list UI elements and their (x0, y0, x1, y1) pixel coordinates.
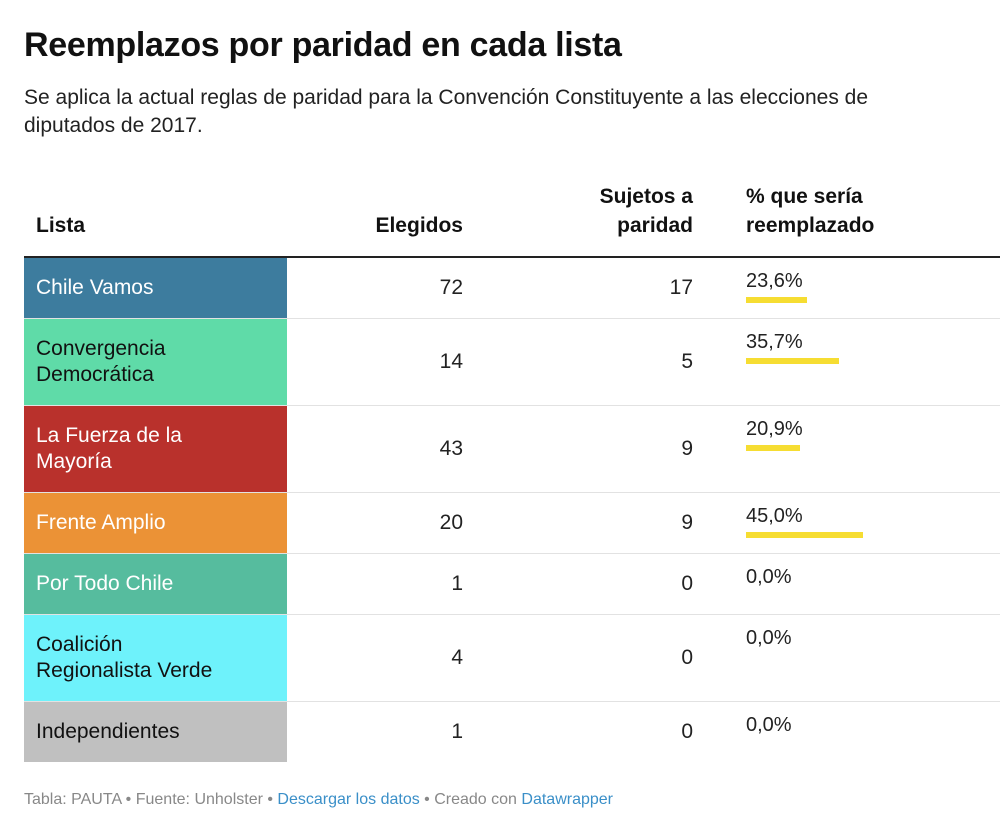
lista-name-line: Regionalista Verde (36, 659, 213, 682)
header-sujetos-paridad[interactable]: Sujetos a paridad (484, 182, 693, 240)
table-header: Lista Elegidos Sujetos a paridad % que s… (24, 172, 1000, 258)
table-row: Por Todo Chile 1 0 0,0% (24, 554, 1000, 615)
cell-sujetos-paridad: 17 (669, 276, 693, 299)
chart-title: Reemplazos por paridad en cada lista (24, 26, 622, 64)
cell-sujetos-paridad: 5 (681, 350, 693, 373)
cell-lista: Independientes (24, 702, 287, 762)
cell-elegidos: 1 (451, 720, 463, 743)
cell-sujetos-paridad: 9 (681, 511, 693, 534)
cell-elegidos: 4 (451, 646, 463, 669)
table-row: Convergencia Democrática 14 5 35,7% (24, 319, 1000, 406)
cell-pct-reemplazado: 45,0% (746, 504, 996, 538)
lista-name-line: Convergencia (36, 337, 166, 360)
header-elegidos[interactable]: Elegidos (375, 214, 463, 237)
table-row: Coalición Regionalista Verde 4 0 0,0% (24, 615, 1000, 702)
cell-sujetos-paridad: 9 (681, 437, 693, 460)
pct-label: 20,9% (746, 418, 803, 440)
lista-name-line: La Fuerza de la (36, 424, 182, 447)
cell-pct-reemplazado: 35,7% (746, 330, 996, 364)
pct-label: 35,7% (746, 331, 803, 353)
cell-lista: Frente Amplio (24, 493, 287, 553)
pct-label: 0,0% (746, 566, 792, 588)
cell-lista: Coalición Regionalista Verde (24, 615, 287, 701)
footer-fuente: Fuente: Unholster (135, 791, 263, 808)
cell-elegidos: 43 (439, 437, 463, 460)
lista-name-line: Mayoría (36, 450, 112, 473)
pct-label: 0,0% (746, 714, 792, 736)
table-row: Chile Vamos 72 17 23,6% (24, 258, 1000, 319)
lista-name-line: Por Todo Chile (36, 572, 174, 595)
pct-label: 0,0% (746, 627, 792, 649)
pct-bar (746, 297, 808, 303)
lista-name-line: Independientes (36, 720, 180, 743)
table-row: La Fuerza de la Mayoría 43 9 20,9% (24, 406, 1000, 493)
table-body: Chile Vamos 72 17 23,6% Convergencia Democrát… (24, 258, 1000, 762)
cell-elegidos: 14 (439, 350, 463, 373)
footer-separator: • (419, 791, 435, 808)
header-sujetos-line1: Sujetos a (599, 185, 693, 208)
lista-name-line: Coalición (36, 633, 123, 656)
header-pct-line2: reemplazado (746, 214, 875, 237)
header-sujetos-line2: paridad (617, 214, 693, 237)
cell-elegidos: 72 (439, 276, 463, 299)
cell-pct-reemplazado: 23,6% (746, 269, 996, 303)
download-data-link[interactable]: Descargar los datos (277, 791, 420, 808)
cell-lista: Por Todo Chile (24, 554, 287, 614)
pct-bar (746, 445, 801, 451)
cell-sujetos-paridad: 0 (681, 572, 693, 595)
footer-separator: • (121, 791, 136, 808)
lista-name-line: Frente Amplio (36, 511, 166, 534)
datawrapper-link[interactable]: Datawrapper (521, 791, 613, 808)
lista-name-line: Democrática (36, 363, 154, 386)
cell-pct-reemplazado: 0,0% (746, 565, 996, 589)
lista-name-line: Chile Vamos (36, 276, 154, 299)
cell-pct-reemplazado: 20,9% (746, 417, 996, 451)
pct-bar (746, 358, 839, 364)
pct-bar (746, 532, 863, 538)
data-table: Lista Elegidos Sujetos a paridad % que s… (24, 172, 1000, 762)
footer-creado: Creado con (434, 791, 522, 808)
footer-separator: • (262, 791, 278, 808)
cell-lista: Chile Vamos (24, 258, 287, 318)
chart-subtitle: Se aplica la actual reglas de paridad pa… (24, 86, 869, 137)
pct-label: 23,6% (746, 270, 803, 292)
cell-sujetos-paridad: 0 (681, 720, 693, 743)
cell-pct-reemplazado: 0,0% (746, 713, 996, 737)
cell-elegidos: 20 (439, 511, 463, 534)
header-pct-line1: % que sería (746, 185, 863, 208)
table-row: Independientes 1 0 0,0% (24, 702, 1000, 762)
cell-sujetos-paridad: 0 (681, 646, 693, 669)
pct-label: 45,0% (746, 505, 803, 527)
cell-lista: La Fuerza de la Mayoría (24, 406, 287, 492)
footer: Tabla: PAUTA • Fuente: Unholster • Desca… (24, 791, 613, 809)
header-lista[interactable]: Lista (36, 214, 86, 237)
header-pct-reemplazado[interactable]: % que sería reemplazado (746, 182, 874, 240)
cell-pct-reemplazado: 0,0% (746, 626, 996, 650)
table-row: Frente Amplio 20 9 45,0% (24, 493, 1000, 554)
cell-lista: Convergencia Democrática (24, 319, 287, 405)
cell-elegidos: 1 (451, 572, 463, 595)
footer-tabla: Tabla: PAUTA (24, 791, 122, 808)
